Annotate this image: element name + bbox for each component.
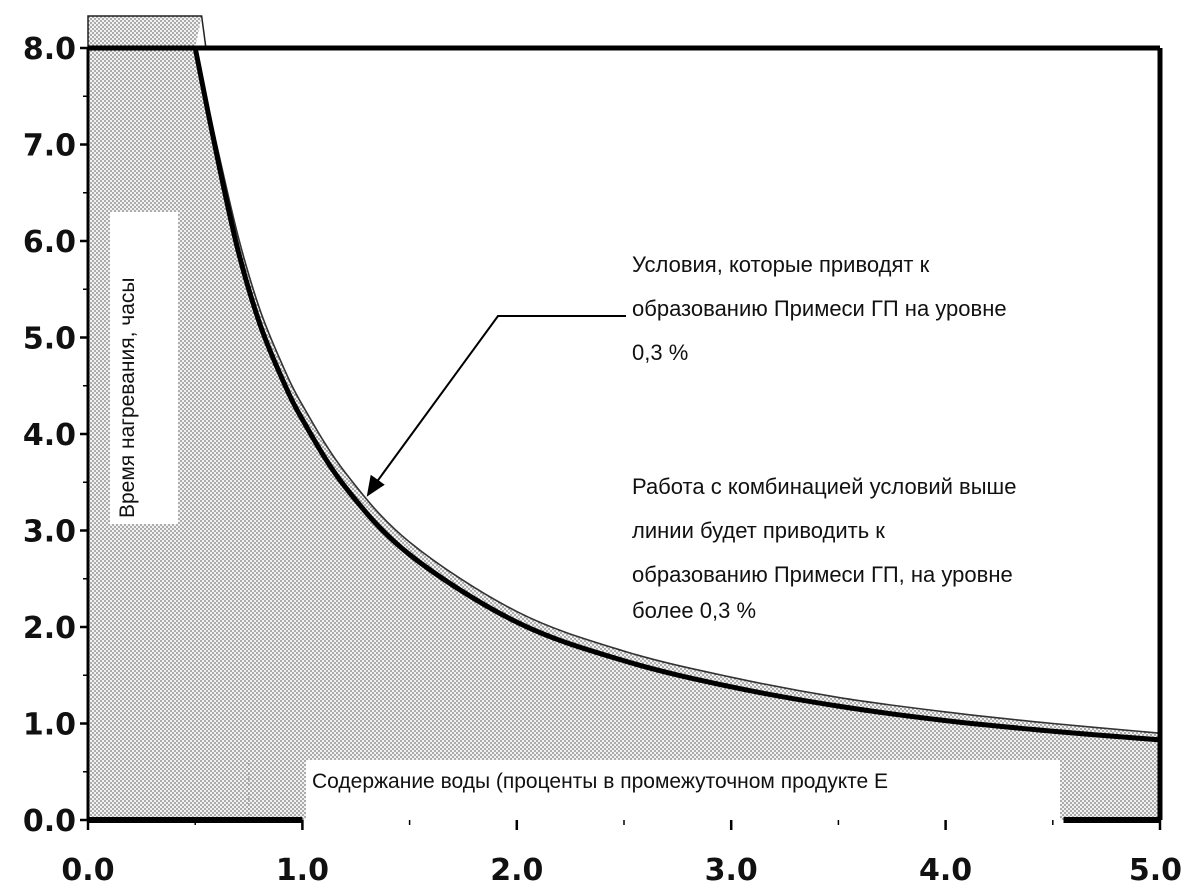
annotation-arrow-head [366, 474, 385, 497]
annotation-2-line-3: образованию Примеси ГП, на уровне [632, 562, 1013, 587]
y-tick-label: 6.0 [23, 225, 76, 260]
annotation-above-line: Работа с комбинацией условий выше линии … [632, 474, 1016, 623]
annotation-2-line-1: Работа с комбинацией условий выше [632, 474, 1016, 499]
annotation-1-line-2: образованию Примеси ГП на уровне [632, 296, 1007, 321]
y-axis-label: Время нагревания, часы [116, 278, 139, 519]
threshold-line [192, 47, 1161, 743]
x-tick-label: 5.0 [1129, 853, 1182, 888]
annotation-2-line-4: более 0,3 % [632, 598, 756, 623]
annotation-threshold: Условия, которые приводят к образованию … [632, 252, 1007, 365]
upper-band-line [194, 47, 1161, 734]
annotation-1-line-3: 0,3 % [632, 340, 688, 365]
annotation-arrow-line [373, 315, 626, 486]
x-axis-label-box: Содержание воды (проценты в промежуточно… [306, 760, 1060, 820]
annotation-2-line-2: линии будет приводить к [632, 518, 885, 543]
y-tick-label: 1.0 [23, 708, 76, 743]
y-tick-label: 5.0 [23, 322, 76, 357]
x-tick-label: 0.0 [61, 853, 114, 888]
y-tick-label: 2.0 [23, 611, 76, 646]
y-tick-label: 8.0 [23, 32, 76, 67]
y-tick-label: 7.0 [23, 129, 76, 164]
y-tick-label: 3.0 [23, 515, 76, 550]
y-tick-label: 0.0 [23, 804, 76, 839]
x-tick-label: 2.0 [490, 853, 543, 888]
y-axis-label-box: Время нагревания, часы [110, 212, 178, 524]
x-tick-label: 3.0 [705, 853, 758, 888]
y-tick-label: 4.0 [23, 418, 76, 453]
bump-outline [87, 15, 207, 49]
x-tick-label: 4.0 [919, 853, 972, 888]
x-tick-label: 1.0 [276, 853, 329, 888]
annotation-arrow [366, 315, 626, 497]
shaded-area [88, 16, 1160, 820]
annotation-1-line-1: Условия, которые приводят к [632, 252, 930, 277]
x-axis-label: Содержание воды (проценты в промежуточно… [312, 770, 888, 793]
